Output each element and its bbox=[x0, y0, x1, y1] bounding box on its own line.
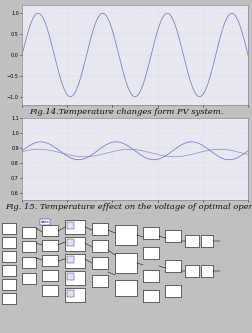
Bar bbox=[22, 257, 36, 268]
Bar bbox=[67, 256, 74, 263]
Bar bbox=[165, 285, 181, 297]
Bar bbox=[22, 273, 36, 284]
Bar bbox=[2, 223, 16, 234]
Bar bbox=[115, 225, 137, 245]
Bar bbox=[65, 220, 85, 234]
Text: Fig. 15. Temperature effect on the voltage of optimal operating point.: Fig. 15. Temperature effect on the volta… bbox=[5, 203, 252, 211]
Bar bbox=[165, 260, 181, 272]
Bar bbox=[143, 227, 159, 239]
Bar bbox=[42, 240, 58, 251]
Bar bbox=[143, 247, 159, 259]
Bar bbox=[185, 235, 199, 247]
Bar bbox=[115, 253, 137, 273]
Bar bbox=[42, 285, 58, 296]
Bar bbox=[165, 230, 181, 242]
Bar bbox=[65, 237, 85, 251]
Bar bbox=[65, 254, 85, 268]
Text: Fig.14.Temperature changes form PV system.: Fig.14.Temperature changes form PV syste… bbox=[29, 108, 223, 116]
Bar bbox=[67, 239, 74, 246]
Bar bbox=[67, 273, 74, 280]
Bar bbox=[143, 290, 159, 302]
Bar bbox=[115, 280, 137, 296]
Bar bbox=[92, 275, 108, 287]
Bar bbox=[92, 240, 108, 252]
Text: data: data bbox=[41, 220, 49, 224]
Bar bbox=[92, 223, 108, 235]
Bar bbox=[92, 257, 108, 269]
Bar bbox=[201, 265, 213, 277]
Bar bbox=[201, 235, 213, 247]
Bar bbox=[22, 227, 36, 238]
Bar bbox=[42, 255, 58, 266]
Bar bbox=[185, 265, 199, 277]
Bar bbox=[67, 222, 74, 229]
Bar bbox=[22, 241, 36, 252]
Bar bbox=[2, 293, 16, 304]
Bar bbox=[42, 270, 58, 281]
Bar bbox=[42, 225, 58, 236]
Bar bbox=[2, 265, 16, 276]
Bar bbox=[65, 288, 85, 302]
Bar bbox=[143, 270, 159, 282]
Bar bbox=[65, 271, 85, 285]
Bar bbox=[2, 279, 16, 290]
Bar bbox=[2, 251, 16, 262]
Bar bbox=[67, 290, 74, 297]
Bar bbox=[2, 237, 16, 248]
